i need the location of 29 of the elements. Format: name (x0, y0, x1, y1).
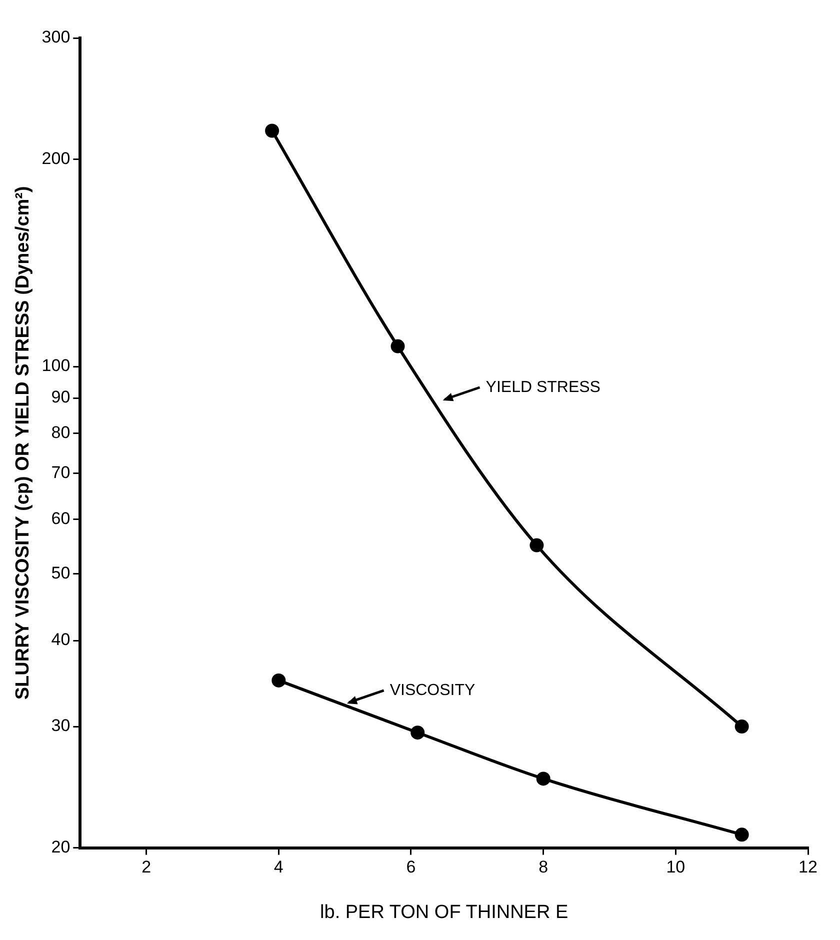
y-tick-label: 50 (51, 563, 70, 582)
x-tick-label: 2 (142, 858, 152, 877)
point (734, 828, 749, 842)
point (734, 720, 749, 734)
y-tick-label: 200 (42, 148, 70, 168)
x-tick-label: 6 (406, 858, 416, 877)
y-tick-label: 80 (51, 422, 70, 442)
point (390, 339, 405, 354)
point (272, 673, 286, 688)
point (265, 124, 280, 138)
y-tick-label: 40 (51, 630, 70, 650)
y-axis-title: SLURRY VISCOSITY (cp) OR YIELD STRESS (Dynes/cm²) (12, 186, 34, 700)
annotation: YIELD STRESS (486, 378, 600, 396)
y-tick-label: 300 (42, 28, 70, 47)
y-tick-label: 60 (51, 508, 70, 528)
y-tick-label: 100 (42, 356, 70, 376)
x-tick-label: 10 (666, 858, 686, 877)
y-tick-label: 90 (51, 388, 70, 407)
point (530, 538, 544, 552)
x-tick-label: 4 (274, 858, 284, 877)
annotation: VISCOSITY (390, 682, 476, 699)
x-axis-title: lb. PER TON OF THINNER E (320, 902, 568, 923)
y-tick-label: 70 (51, 462, 70, 482)
point (536, 772, 550, 786)
x-tick-label: 12 (798, 858, 818, 877)
point (410, 726, 425, 740)
y-tick-label: 30 (51, 716, 70, 736)
x-tick-label: 8 (538, 858, 548, 877)
y-tick-label: 20 (51, 837, 70, 856)
